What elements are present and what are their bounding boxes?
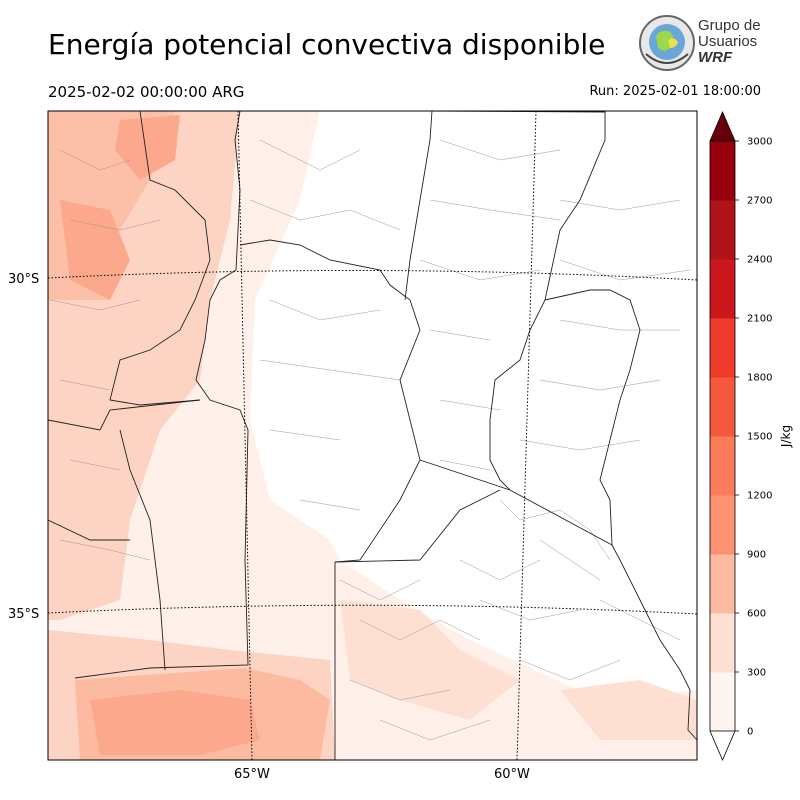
valid-time: 2025-02-02 00:00:00 ARG <box>48 83 245 101</box>
lon-label-65w: 65°W <box>234 767 270 782</box>
logo-line-1: Grupo de <box>698 17 761 34</box>
coastline <box>611 544 697 741</box>
colorbar-tick-label: 0 <box>747 727 753 738</box>
colorbar-tick-label: 900 <box>747 550 766 561</box>
logo-line-3: WRF <box>698 49 733 66</box>
colorbar-tick-label: 1500 <box>747 432 772 443</box>
colorbar-extend-high <box>709 110 736 142</box>
colorbar-tick-label: 2700 <box>747 196 772 207</box>
colorbar-bin <box>710 259 735 319</box>
colorbar-bin <box>710 672 735 732</box>
colorbar-tick-label: 600 <box>747 609 766 620</box>
department-boundaries <box>49 139 691 741</box>
colorbar-bin <box>710 613 735 673</box>
colorbar-tick-label: 2400 <box>747 255 772 266</box>
colorbar-bin <box>710 318 735 378</box>
colorbar-bin <box>710 377 735 437</box>
run-time: Run: 2025-02-01 18:00:00 <box>589 84 761 99</box>
graticule <box>48 111 697 760</box>
lat-label-30s: 30°S <box>8 272 39 287</box>
colorbar-bin <box>710 554 735 614</box>
lon-label-60w: 60°W <box>494 767 530 782</box>
colorbar: 0 300 600 900 1200 1500 1800 2100 2400 2700 3000 <box>709 110 772 762</box>
colorbar-extend-low <box>709 730 736 762</box>
colorbar-bin <box>710 436 735 496</box>
province-boundaries <box>48 111 641 760</box>
colorbar-tick-label: 300 <box>747 668 766 679</box>
colorbar-unit: J/kg <box>779 425 793 448</box>
colorbar-tick-label: 1800 <box>747 373 772 384</box>
colorbar-bin <box>710 200 735 260</box>
colorbar-bin <box>710 141 735 201</box>
map-frame <box>47 110 698 761</box>
lat-label-35s: 35°S <box>8 607 39 622</box>
colorbar-bin <box>710 495 735 555</box>
colorbar-tick-label: 1200 <box>747 491 772 502</box>
wrf-logo: Grupo de Usuarios WRF <box>638 14 768 74</box>
logo-line-2: Usuarios <box>698 33 758 50</box>
map-title: Energía potencial convectiva disponible <box>48 28 606 61</box>
cape-field <box>48 111 697 760</box>
globe-icon <box>639 15 695 71</box>
colorbar-tick-label: 2100 <box>747 314 772 325</box>
colorbar-tick-label: 3000 <box>747 137 772 148</box>
